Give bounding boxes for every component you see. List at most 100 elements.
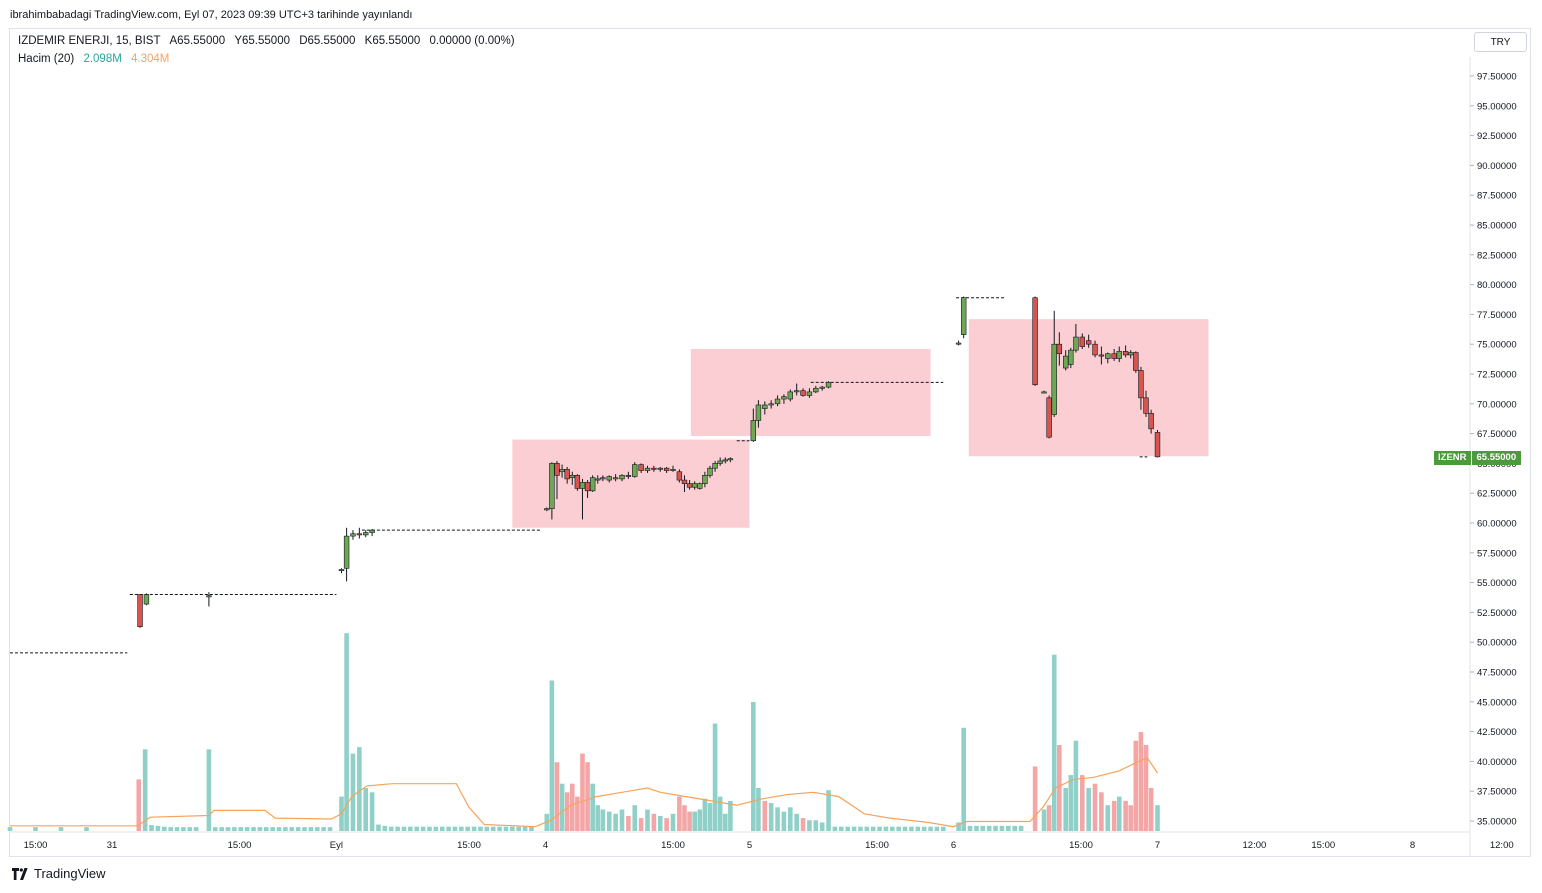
volume-bar xyxy=(1138,732,1144,831)
candle-body xyxy=(1032,297,1038,386)
price-tick-label: 70.00000 xyxy=(1477,399,1517,410)
volume-bar xyxy=(1116,796,1122,831)
volume-bar xyxy=(549,680,555,831)
volume-ma-value: 4.304M xyxy=(131,53,170,65)
time-tick-label: 15:00 xyxy=(24,840,48,851)
volume-bar xyxy=(974,825,979,831)
volume-bar xyxy=(877,826,882,831)
volume-bar xyxy=(657,815,663,831)
volume-bar xyxy=(1046,805,1052,831)
volume-bar xyxy=(149,824,154,831)
time-tick-label: 15:00 xyxy=(228,840,252,851)
volume-bar xyxy=(687,811,692,831)
volume-bar xyxy=(401,826,407,831)
volume-bar xyxy=(554,762,560,831)
volume-bar xyxy=(1099,792,1104,831)
volume-bar xyxy=(626,815,631,831)
candle-body xyxy=(564,469,570,480)
time-tick-label: 15:00 xyxy=(865,840,889,851)
candle-body xyxy=(1111,353,1117,359)
volume-bar xyxy=(890,826,895,831)
volume-bar xyxy=(1057,745,1062,831)
candle-body xyxy=(1122,351,1129,356)
volume-bar xyxy=(575,796,580,831)
volume-bar xyxy=(289,827,295,831)
candle-body xyxy=(600,477,606,480)
volume-bar xyxy=(251,827,256,831)
candle-body xyxy=(781,396,787,400)
candle-body xyxy=(717,460,723,464)
time-tick-label: 4 xyxy=(543,840,548,851)
candle-body xyxy=(1143,397,1149,414)
volume-bar xyxy=(768,803,774,831)
candle-body xyxy=(697,483,703,489)
volume-bar xyxy=(206,749,212,831)
volume-bar xyxy=(414,826,420,831)
time-tick-label: 15:00 xyxy=(1069,840,1093,851)
volume-bar xyxy=(845,826,850,831)
volume-bar xyxy=(697,809,703,831)
volume-bar xyxy=(1148,788,1154,831)
candle-body xyxy=(1079,336,1085,347)
volume-bar xyxy=(751,702,756,831)
volume-bar xyxy=(503,826,509,831)
candle-body xyxy=(806,391,813,396)
volume-bar xyxy=(33,827,38,831)
candle-body xyxy=(676,471,683,481)
price-tick-label: 42.50000 xyxy=(1477,727,1517,738)
volume-bar xyxy=(980,825,986,831)
volume-bar xyxy=(670,813,676,831)
volume-bar xyxy=(896,826,901,831)
volume-bar xyxy=(1123,800,1128,831)
currency-button[interactable]: TRY xyxy=(1474,32,1527,52)
volume-bar xyxy=(762,800,768,831)
candle-body xyxy=(343,535,350,569)
volume-bar xyxy=(1128,805,1134,831)
volume-bar xyxy=(967,825,973,831)
volume-bar xyxy=(800,818,806,831)
volume-bar xyxy=(376,824,381,831)
symbol-legend: IZDEMIR ENERJI, 15, BIST A65.55000 Y65.5… xyxy=(18,35,515,47)
candle-body xyxy=(1116,351,1122,359)
candle-body xyxy=(691,483,698,488)
candle-body xyxy=(554,463,560,476)
volume-bar xyxy=(1155,805,1160,831)
volume-bar xyxy=(408,826,413,831)
volume-bar xyxy=(756,788,761,831)
volume-bar xyxy=(308,827,314,831)
volume-bar xyxy=(928,826,933,831)
price-tick-label: 92.50000 xyxy=(1477,131,1517,142)
volume-bar xyxy=(497,826,502,831)
volume-bar xyxy=(168,827,173,831)
candle-body xyxy=(813,388,819,393)
candle-body xyxy=(800,390,806,396)
volume-bar xyxy=(590,783,595,831)
volume-bar xyxy=(1051,654,1057,831)
volume-bar xyxy=(870,826,876,831)
volume-bar xyxy=(707,803,713,831)
footer-brand[interactable]: TradingView xyxy=(12,866,106,881)
symbol-title: IZDEMIR ENERJI, 15, BIST xyxy=(18,35,161,47)
volume-bar xyxy=(794,813,799,831)
candle-body xyxy=(544,508,550,511)
candle-body xyxy=(559,469,565,473)
volume-bar xyxy=(677,796,682,831)
volume-bar xyxy=(459,826,464,831)
time-tick-label: 7 xyxy=(1155,840,1160,851)
volume-bar xyxy=(174,827,180,831)
candle-body xyxy=(750,420,757,442)
volume-bar xyxy=(717,796,723,831)
volume-bar xyxy=(619,809,625,831)
volume-bar xyxy=(564,792,570,831)
candle-body xyxy=(1056,343,1063,355)
volume-bar xyxy=(478,826,483,831)
volume-bar xyxy=(295,827,301,831)
volume-bar xyxy=(613,813,618,831)
candle-body xyxy=(143,594,150,605)
volume-bar xyxy=(728,800,733,831)
volume-bar xyxy=(465,826,471,831)
volume-bar xyxy=(1063,788,1068,831)
candle-body xyxy=(762,404,768,409)
volume-bar xyxy=(1041,809,1047,831)
